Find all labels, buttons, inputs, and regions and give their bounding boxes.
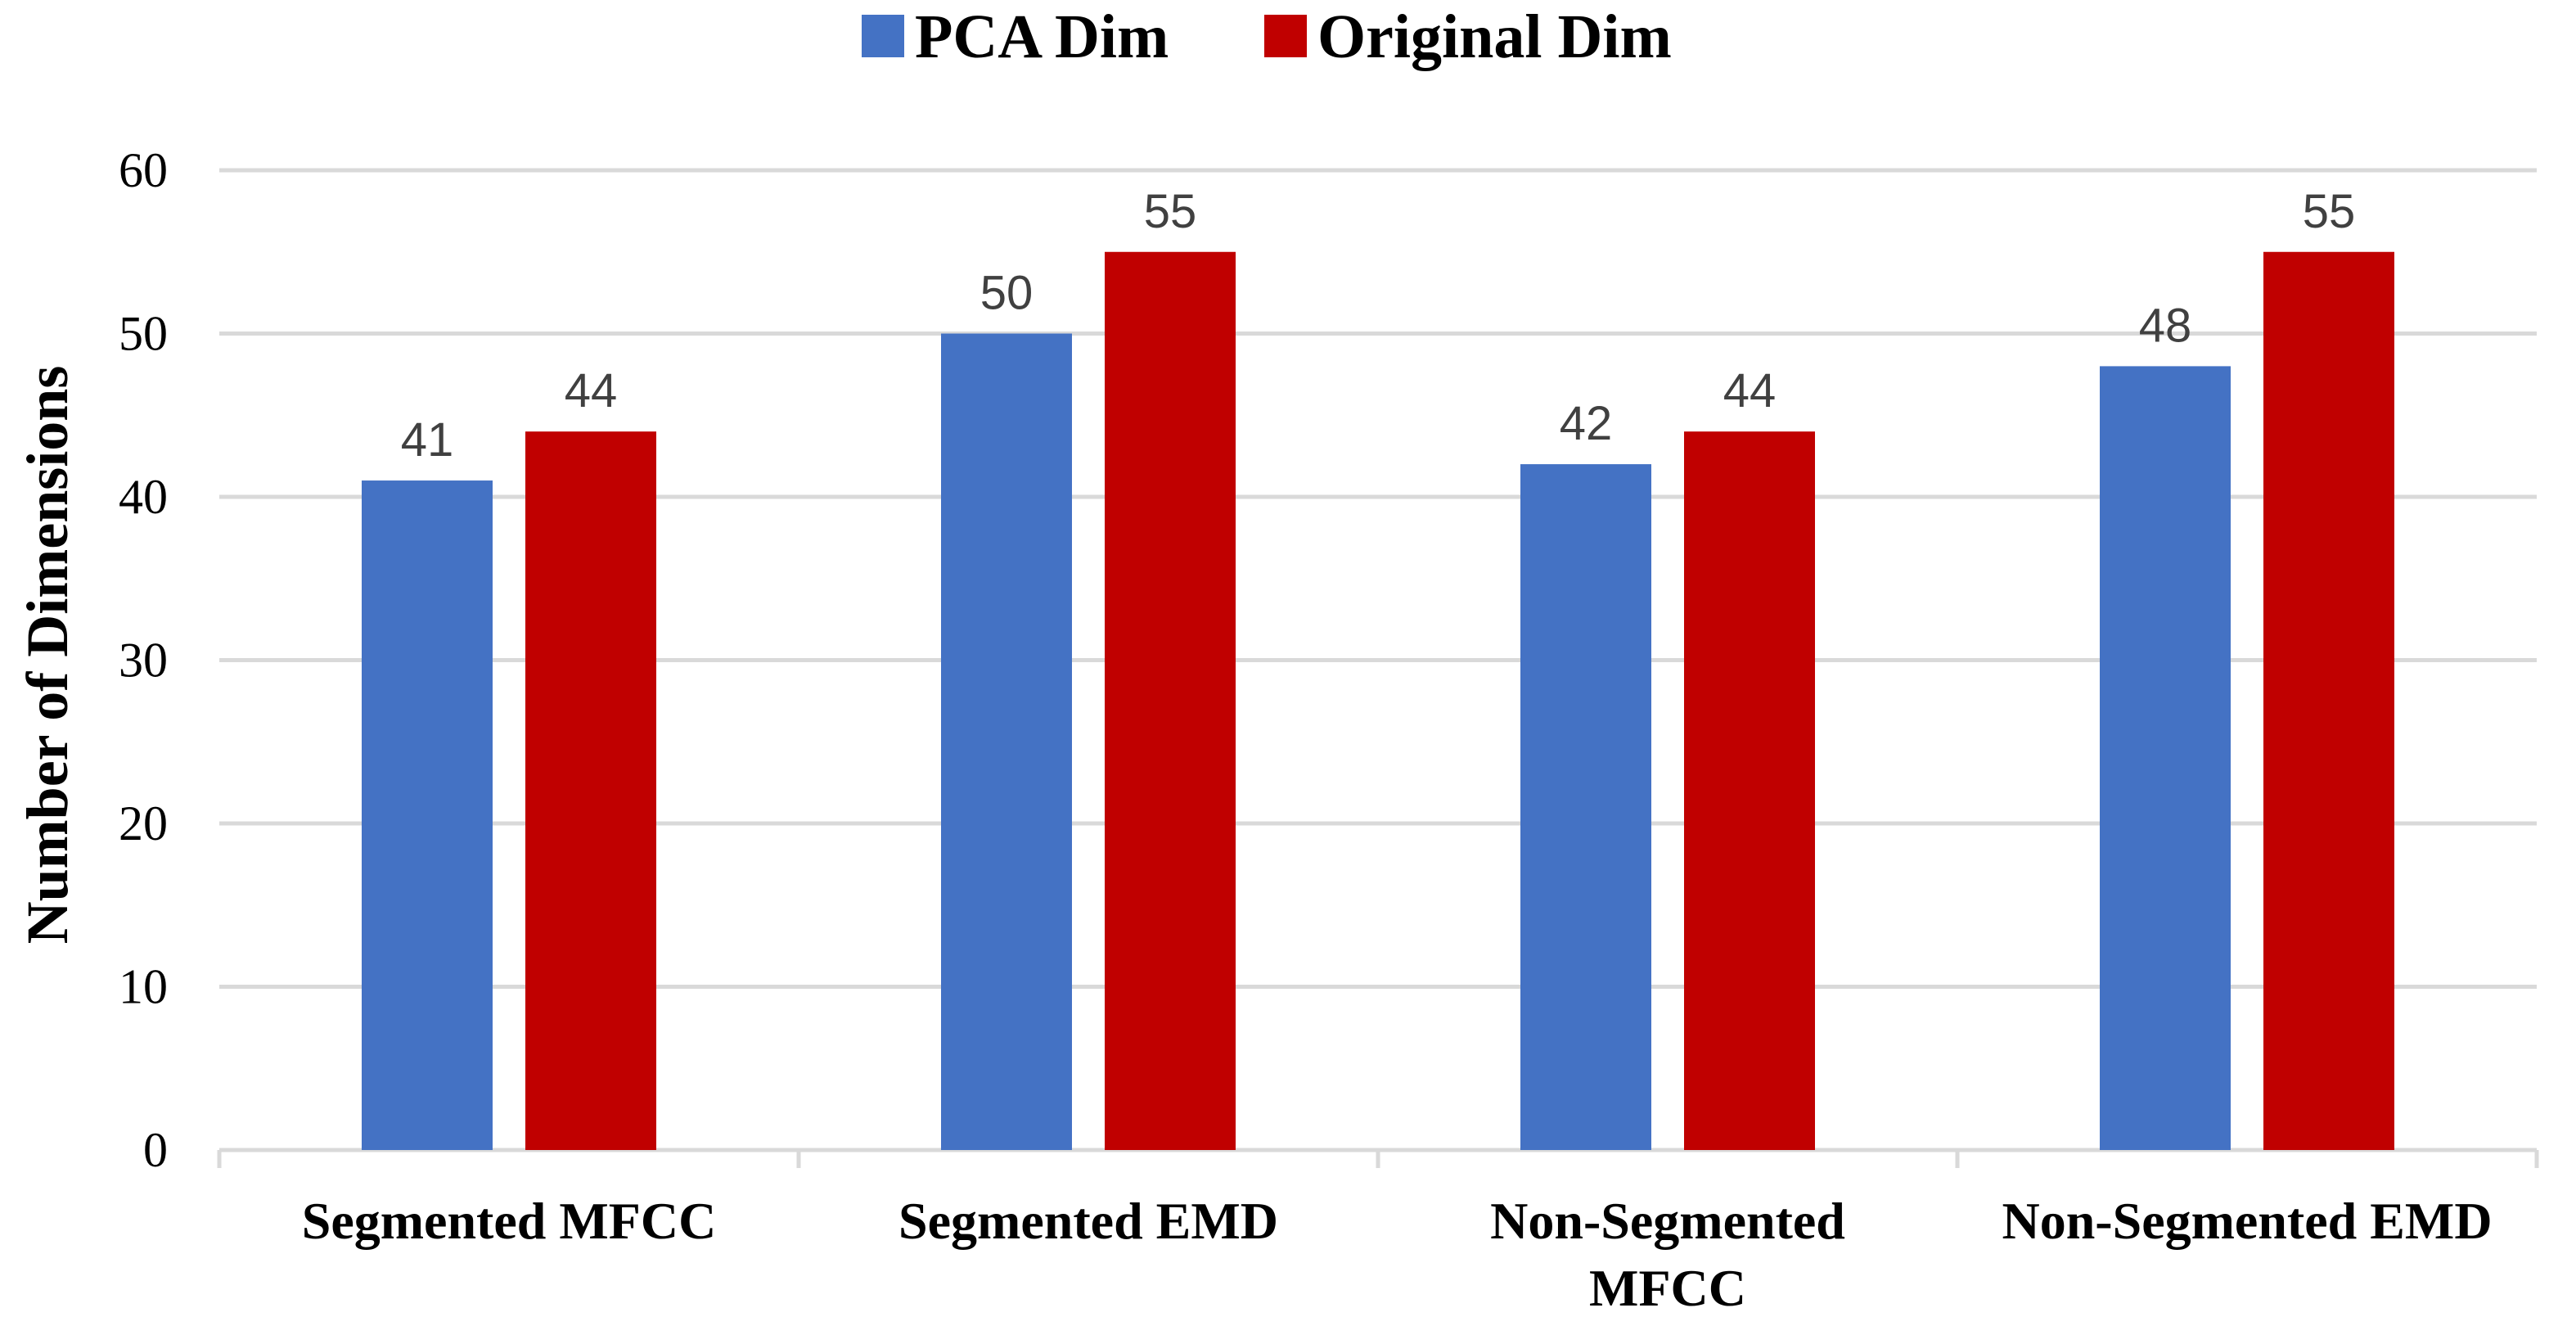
y-tick-label: 20 <box>119 796 168 850</box>
category-label: Non-Segmented EMD <box>2002 1192 2492 1250</box>
data-label: 48 <box>2139 299 2192 352</box>
y-tick-label: 50 <box>119 307 168 361</box>
y-axis-label: Number of Dimensions <box>15 366 80 945</box>
data-label: 55 <box>1144 185 1197 238</box>
legend-swatch-original-dim <box>1264 15 1307 57</box>
y-tick-label: 0 <box>143 1123 168 1177</box>
category-label: MFCC <box>1589 1259 1746 1317</box>
x-axis <box>217 1148 2539 1168</box>
legend-swatch-pca-dim <box>862 15 904 57</box>
bar-original-dim-2 <box>1684 431 1815 1150</box>
bar-original-dim-0 <box>525 431 656 1150</box>
data-label: 41 <box>401 413 454 467</box>
y-tick-label: 40 <box>119 470 168 524</box>
bar-original-dim-3 <box>2263 251 2394 1150</box>
bar-pca-dim-3 <box>2100 366 2231 1150</box>
category-label: Segmented MFCC <box>302 1192 717 1250</box>
y-tick-label: 30 <box>119 634 168 688</box>
bar-pca-dim-1 <box>941 333 1072 1150</box>
data-label: 42 <box>1560 397 1613 450</box>
data-label: 50 <box>980 267 1034 320</box>
y-tick-label: 10 <box>119 960 168 1014</box>
x-axis-categories: Segmented MFCC Segmented EMD Non-Segmented… <box>302 1192 2493 1317</box>
data-labels: 41 44 50 55 42 44 48 55 <box>401 185 2356 467</box>
y-axis-ticks: 0 10 20 30 40 50 60 <box>119 143 168 1177</box>
legend-label: PCA Dim <box>915 2 1169 71</box>
y-tick-label: 60 <box>119 143 168 197</box>
legend-label: Original Dim <box>1317 2 1672 71</box>
bar-original-dim-1 <box>1105 251 1236 1150</box>
category-label: Non-Segmented <box>1490 1192 1845 1250</box>
data-label: 44 <box>1723 364 1777 417</box>
bars <box>362 251 2394 1150</box>
legend: PCA Dim Original Dim <box>862 2 1672 71</box>
bar-pca-dim-2 <box>1520 464 1651 1150</box>
category-label: Segmented EMD <box>898 1192 1278 1250</box>
data-label: 44 <box>565 364 618 417</box>
data-label: 55 <box>2303 185 2356 238</box>
bar-pca-dim-0 <box>362 480 493 1150</box>
